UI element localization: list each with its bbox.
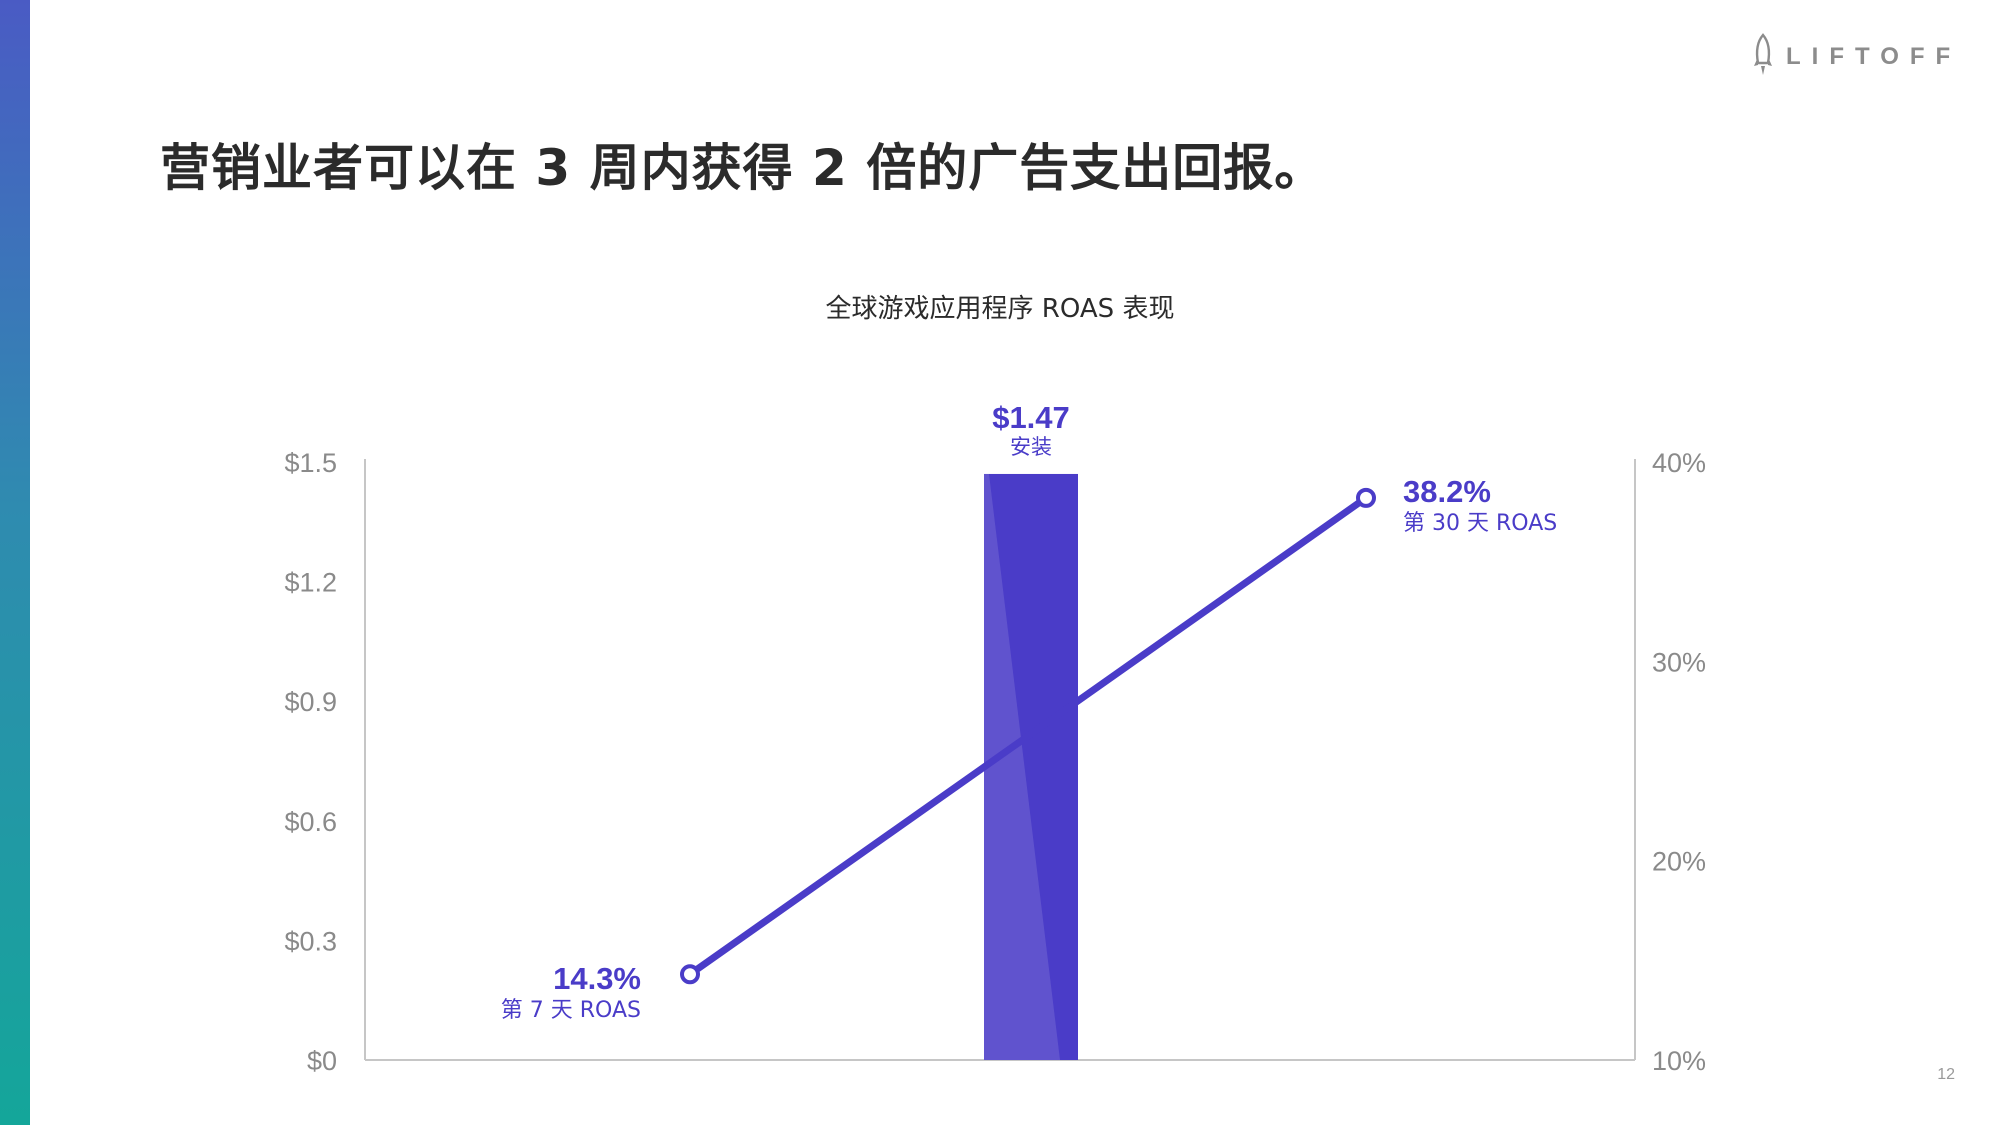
left-axis-tick-label: $0.9	[284, 687, 337, 717]
roas-point	[680, 964, 700, 985]
roas-point-value-label: 38.2%	[1403, 474, 1491, 509]
rocket-icon	[1752, 33, 1774, 81]
roas-point-category-label: 第 7 天 ROAS	[501, 998, 641, 1023]
roas-point-category-label: 第 30 天 ROAS	[1403, 511, 1557, 536]
page-number: 12	[1937, 1066, 1955, 1083]
bar-shading	[984, 473, 1060, 1061]
right-axis-tick-label: 30%	[1652, 647, 1706, 677]
side-accent-bar	[0, 0, 30, 1125]
chart-title: 全球游戏应用程序 ROAS 表现	[825, 294, 1175, 324]
roas-point	[1356, 487, 1376, 508]
left-axis-tick-label: $0.6	[284, 807, 337, 837]
left-axis-tick-label: $0.3	[284, 926, 337, 956]
roas-line	[686, 494, 1370, 978]
bar-installs	[984, 473, 1078, 1061]
right-axis-tick-label: 40%	[1652, 448, 1706, 478]
left-axis-tick-label: $1.5	[284, 448, 337, 478]
left-axis-tick-label: $1.2	[284, 568, 337, 598]
bar-value-label: $1.47	[992, 400, 1070, 435]
bar-category-label: 安装	[1010, 435, 1052, 459]
right-axis-tick-label: 20%	[1652, 847, 1706, 877]
roas-point-value-label: 14.3%	[553, 961, 641, 996]
right-axis-tick-label: 10%	[1652, 1046, 1706, 1076]
brand-logo: LIFTOFF	[1752, 33, 1962, 81]
brand-name: LIFTOFF	[1786, 43, 1962, 70]
left-axis-tick-label: $0	[307, 1046, 337, 1076]
page-title: 营销业者可以在 3 周内获得 2 倍的广告支出回报。	[160, 139, 1326, 197]
